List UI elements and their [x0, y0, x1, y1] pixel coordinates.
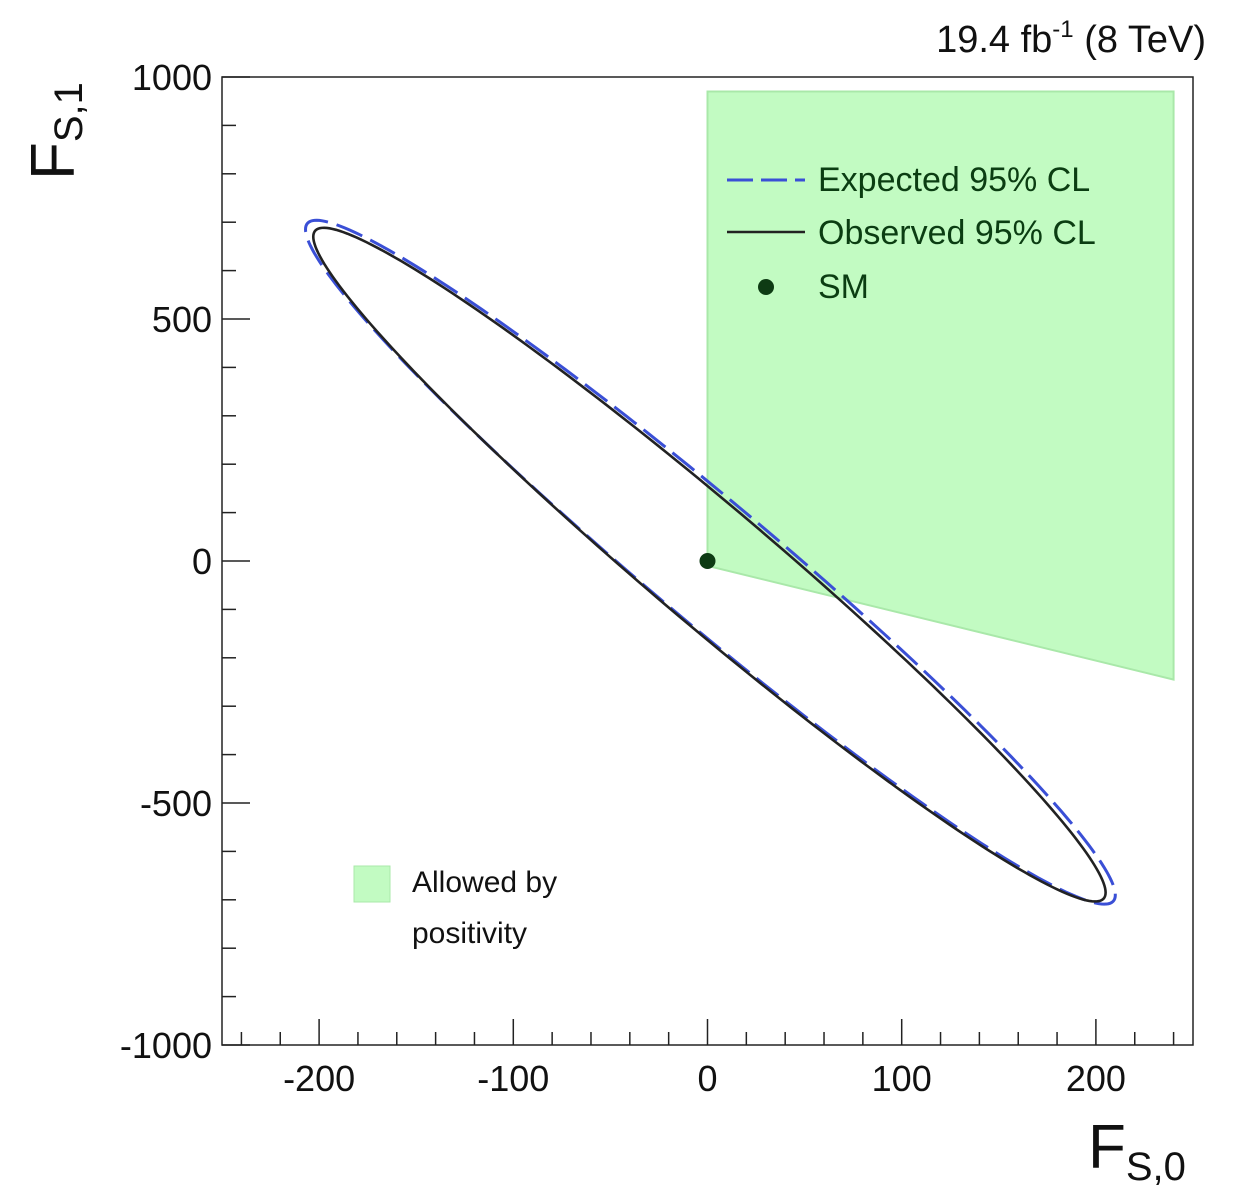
y-tick-label: 0: [192, 541, 212, 582]
y-tick-label: 500: [152, 299, 212, 340]
region-legend-line-1: Allowed by: [412, 866, 557, 899]
legend: Expected 95% CL Observed 95% CL SM: [727, 161, 1096, 306]
y-axis-title: FS,1: [19, 82, 91, 180]
legend-expected-label: Expected 95% CL: [818, 161, 1090, 199]
luminosity-superscript: -1: [1052, 16, 1073, 43]
x-tick-label: 100: [872, 1058, 932, 1099]
x-tick-label: 200: [1066, 1058, 1126, 1099]
legend-sm-marker: [758, 279, 774, 295]
allowed-region: [706, 90, 1175, 681]
luminosity-label: 19.4 fb-1 (8 TeV): [936, 16, 1206, 61]
region-legend: Allowed by positivity: [353, 865, 557, 950]
y-axis-ticks: [222, 76, 250, 1046]
y-tick-label: -1000: [120, 1025, 212, 1066]
y-axis-title-sub: S,1: [47, 82, 91, 142]
x-axis-title-sub: S,0: [1126, 1145, 1186, 1189]
x-axis-title-main: F: [1088, 1113, 1126, 1182]
y-tick-label: 1000: [132, 57, 212, 98]
x-axis-tick-labels: -200 -100 0 100 200: [283, 1058, 1126, 1099]
legend-sm-label: SM: [818, 268, 869, 306]
sm-marker: [699, 553, 716, 569]
y-tick-label: -500: [140, 783, 212, 824]
y-axis-title-main: F: [19, 142, 88, 180]
observed-95cl-contour: [311, 226, 1107, 903]
legend-observed-label: Observed 95% CL: [818, 214, 1096, 252]
x-tick-label: 0: [697, 1058, 717, 1099]
x-axis-ticks: [240, 1019, 1175, 1045]
x-tick-label: -100: [477, 1058, 549, 1099]
region-legend-swatch: [353, 865, 391, 903]
luminosity-value: 19.4 fb: [936, 19, 1052, 61]
x-tick-label: -200: [283, 1058, 355, 1099]
region-legend-line-2: positivity: [412, 917, 527, 950]
x-axis-title: FS,0: [1088, 1113, 1186, 1189]
luminosity-suffix: (8 TeV): [1074, 19, 1206, 61]
y-axis-tick-labels: -1000 -500 0 500 1000: [120, 57, 212, 1066]
